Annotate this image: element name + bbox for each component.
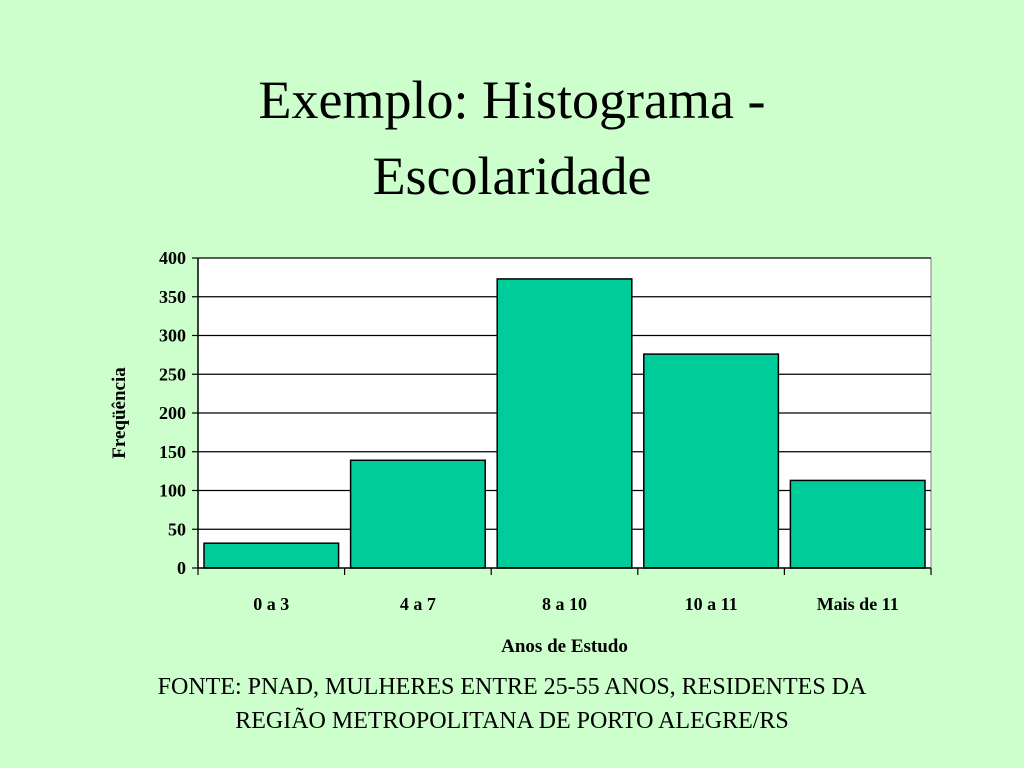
y-tick-label: 300 [159, 326, 186, 346]
x-tick-label: 0 a 3 [253, 594, 289, 614]
source-line-1: FONTE: PNAD, MULHERES ENTRE 25-55 ANOS, … [157, 674, 867, 700]
y-tick-label: 200 [159, 403, 186, 423]
y-axis-title: Freqüência [109, 367, 130, 459]
axes [192, 257, 932, 575]
source-note: FONTE: PNAD, MULHERES ENTRE 25-55 ANOS, … [60, 670, 964, 738]
y-tick-label: 150 [159, 442, 186, 462]
y-tick-label: 350 [159, 287, 186, 307]
x-tick-label: 10 a 11 [685, 594, 738, 614]
bar [203, 542, 340, 569]
bars [203, 278, 926, 569]
bar [789, 479, 926, 569]
y-tick-label: 100 [159, 481, 186, 501]
x-tick-label: 4 a 7 [400, 594, 436, 614]
title-line-2: Escolaridade [372, 146, 652, 206]
source-line-2: REGIÃO METROPOLITANA DE PORTO ALEGRE/RS [235, 708, 789, 734]
title-line-1: Exemplo: Histograma - [258, 70, 766, 130]
x-axis-title: Anos de Estudo [501, 636, 628, 657]
x-tick-labels: 0 a 3 4 a 7 8 a 10 10 a 11 Mais de 11 [253, 594, 898, 614]
bar [496, 278, 633, 569]
y-tick-label: 50 [168, 519, 186, 539]
slide-title: Exemplo: Histograma - Escolaridade [0, 62, 1024, 214]
y-tick-label: 0 [177, 558, 186, 578]
x-tick-label: Mais de 11 [817, 594, 899, 614]
bar [643, 353, 780, 569]
bar [349, 459, 486, 569]
y-tick-label: 400 [159, 248, 186, 268]
y-tick-labels: 0 50 100 150 200 250 300 350 400 [159, 248, 186, 578]
x-tick-label: 8 a 10 [542, 594, 587, 614]
y-tick-label: 250 [159, 364, 186, 384]
